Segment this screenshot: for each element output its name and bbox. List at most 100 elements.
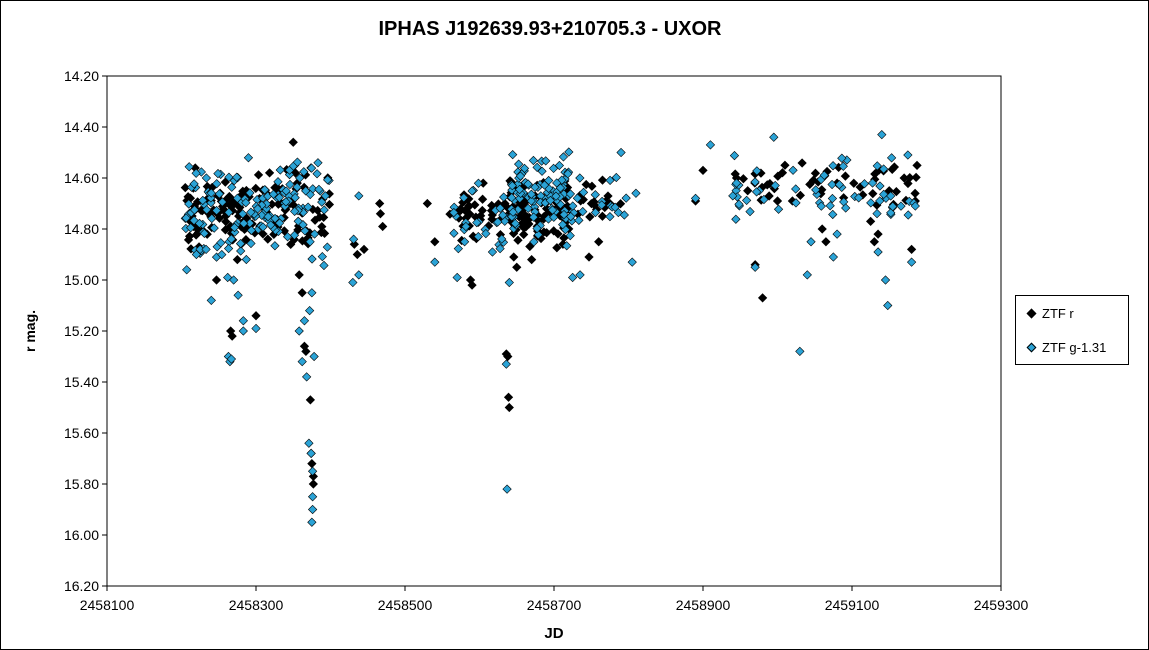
marker-ztf-g — [523, 179, 533, 189]
marker-ztf-r — [214, 213, 225, 223]
marker-ztf-g — [563, 169, 573, 179]
marker-ztf-g — [752, 166, 762, 176]
marker-ztf-g — [314, 184, 324, 195]
marker-ztf-g — [537, 166, 547, 176]
marker-ztf-g — [217, 197, 227, 207]
marker-ztf-r — [305, 395, 316, 405]
marker-ztf-g — [319, 260, 329, 271]
marker-ztf-g — [319, 205, 329, 215]
marker-ztf-r — [253, 170, 264, 180]
marker-ztf-r — [251, 183, 261, 193]
marker-ztf-r — [422, 198, 432, 209]
marker-ztf-g — [191, 168, 201, 178]
marker-ztf-r — [698, 165, 708, 175]
marker-ztf-g — [473, 231, 483, 242]
marker-ztf-g — [348, 234, 359, 244]
marker-ztf-g — [299, 167, 309, 177]
marker-ztf-r — [527, 254, 537, 265]
marker-ztf-g — [182, 265, 192, 275]
marker-ztf-g — [217, 249, 227, 260]
marker-ztf-r — [288, 137, 298, 147]
marker-ztf-g — [578, 206, 588, 217]
marker-ztf-g — [487, 247, 498, 257]
marker-ztf-g — [206, 188, 216, 198]
marker-ztf-g — [557, 175, 567, 185]
marker-ztf-g — [750, 262, 760, 272]
marker-ztf-r — [891, 186, 901, 197]
marker-ztf-g — [854, 193, 864, 203]
chart-title: IPHAS J192639.93+210705.3 - UXOR — [378, 18, 722, 40]
marker-ztf-g — [791, 184, 801, 194]
marker-ztf-g — [206, 198, 216, 208]
marker-ztf-g — [879, 164, 889, 174]
marker-ztf-g — [214, 189, 225, 199]
marker-ztf-r — [808, 175, 819, 185]
marker-ztf-g — [568, 201, 578, 211]
marker-ztf-g — [532, 223, 542, 234]
marker-ztf-r — [227, 331, 237, 341]
marker-ztf-g — [906, 257, 917, 267]
marker-ztf-g — [825, 201, 835, 211]
marker-ztf-r — [241, 234, 251, 245]
marker-ztf-g — [811, 185, 821, 195]
marker-ztf-r — [585, 212, 595, 222]
marker-ztf-g — [802, 270, 812, 280]
marker-ztf-g — [290, 193, 300, 203]
marker-ztf-g — [309, 351, 319, 362]
marker-ztf-g — [896, 201, 906, 211]
y-tick-label: 14.60 — [64, 170, 99, 186]
marker-ztf-r — [912, 160, 922, 171]
y-tick-label: 15.20 — [64, 323, 99, 339]
marker-ztf-g — [245, 188, 255, 198]
marker-ztf-g — [281, 197, 291, 207]
marker-ztf-g — [841, 203, 851, 213]
marker-ztf-r — [264, 168, 275, 178]
marker-ztf-g — [888, 201, 898, 212]
marker-ztf-g — [548, 163, 559, 174]
marker-ztf-g — [903, 210, 913, 220]
marker-ztf-r — [504, 402, 514, 413]
marker-ztf-g — [317, 197, 327, 207]
marker-ztf-g — [191, 249, 202, 260]
marker-ztf-r — [430, 237, 440, 247]
marker-ztf-g — [211, 205, 222, 216]
marker-ztf-g — [223, 243, 234, 254]
marker-ztf-g — [348, 277, 358, 288]
legend-marker-ztf-g — [1026, 342, 1037, 353]
marker-ztf-r — [477, 194, 488, 204]
marker-ztf-g — [268, 189, 279, 199]
marker-ztf-g — [873, 247, 883, 257]
marker-ztf-g — [459, 193, 469, 203]
marker-ztf-g — [216, 238, 226, 248]
marker-ztf-r — [597, 211, 608, 221]
marker-ztf-g — [239, 218, 249, 229]
marker-ztf-g — [307, 517, 317, 527]
marker-ztf-g — [559, 209, 569, 220]
marker-ztf-r — [512, 262, 522, 272]
marker-ztf-g — [872, 161, 882, 171]
marker-ztf-g — [430, 257, 440, 267]
marker-ztf-g — [507, 193, 517, 203]
marker-ztf-r — [581, 179, 591, 190]
marker-ztf-g — [514, 184, 525, 195]
marker-ztf-g — [731, 178, 742, 188]
marker-ztf-g — [294, 326, 304, 336]
marker-ztf-g — [508, 150, 518, 160]
marker-ztf-r — [584, 252, 594, 262]
marker-ztf-g — [257, 210, 267, 220]
marker-ztf-g — [866, 198, 876, 208]
marker-ztf-g — [199, 228, 210, 239]
marker-ztf-g — [910, 201, 920, 211]
marker-ztf-r — [375, 209, 386, 219]
marker-ztf-g — [627, 257, 637, 267]
marker-ztf-g — [354, 191, 364, 201]
marker-ztf-g — [229, 222, 240, 233]
marker-ztf-g — [207, 213, 217, 224]
marker-ztf-g — [224, 207, 234, 217]
marker-ztf-g — [562, 241, 572, 251]
marker-ztf-g — [530, 182, 540, 192]
marker-ztf-g — [770, 180, 780, 191]
legend-label-ztf-g: ZTF g-1.31 — [1042, 340, 1107, 355]
marker-ztf-g — [275, 165, 285, 175]
marker-ztf-r — [869, 237, 879, 247]
